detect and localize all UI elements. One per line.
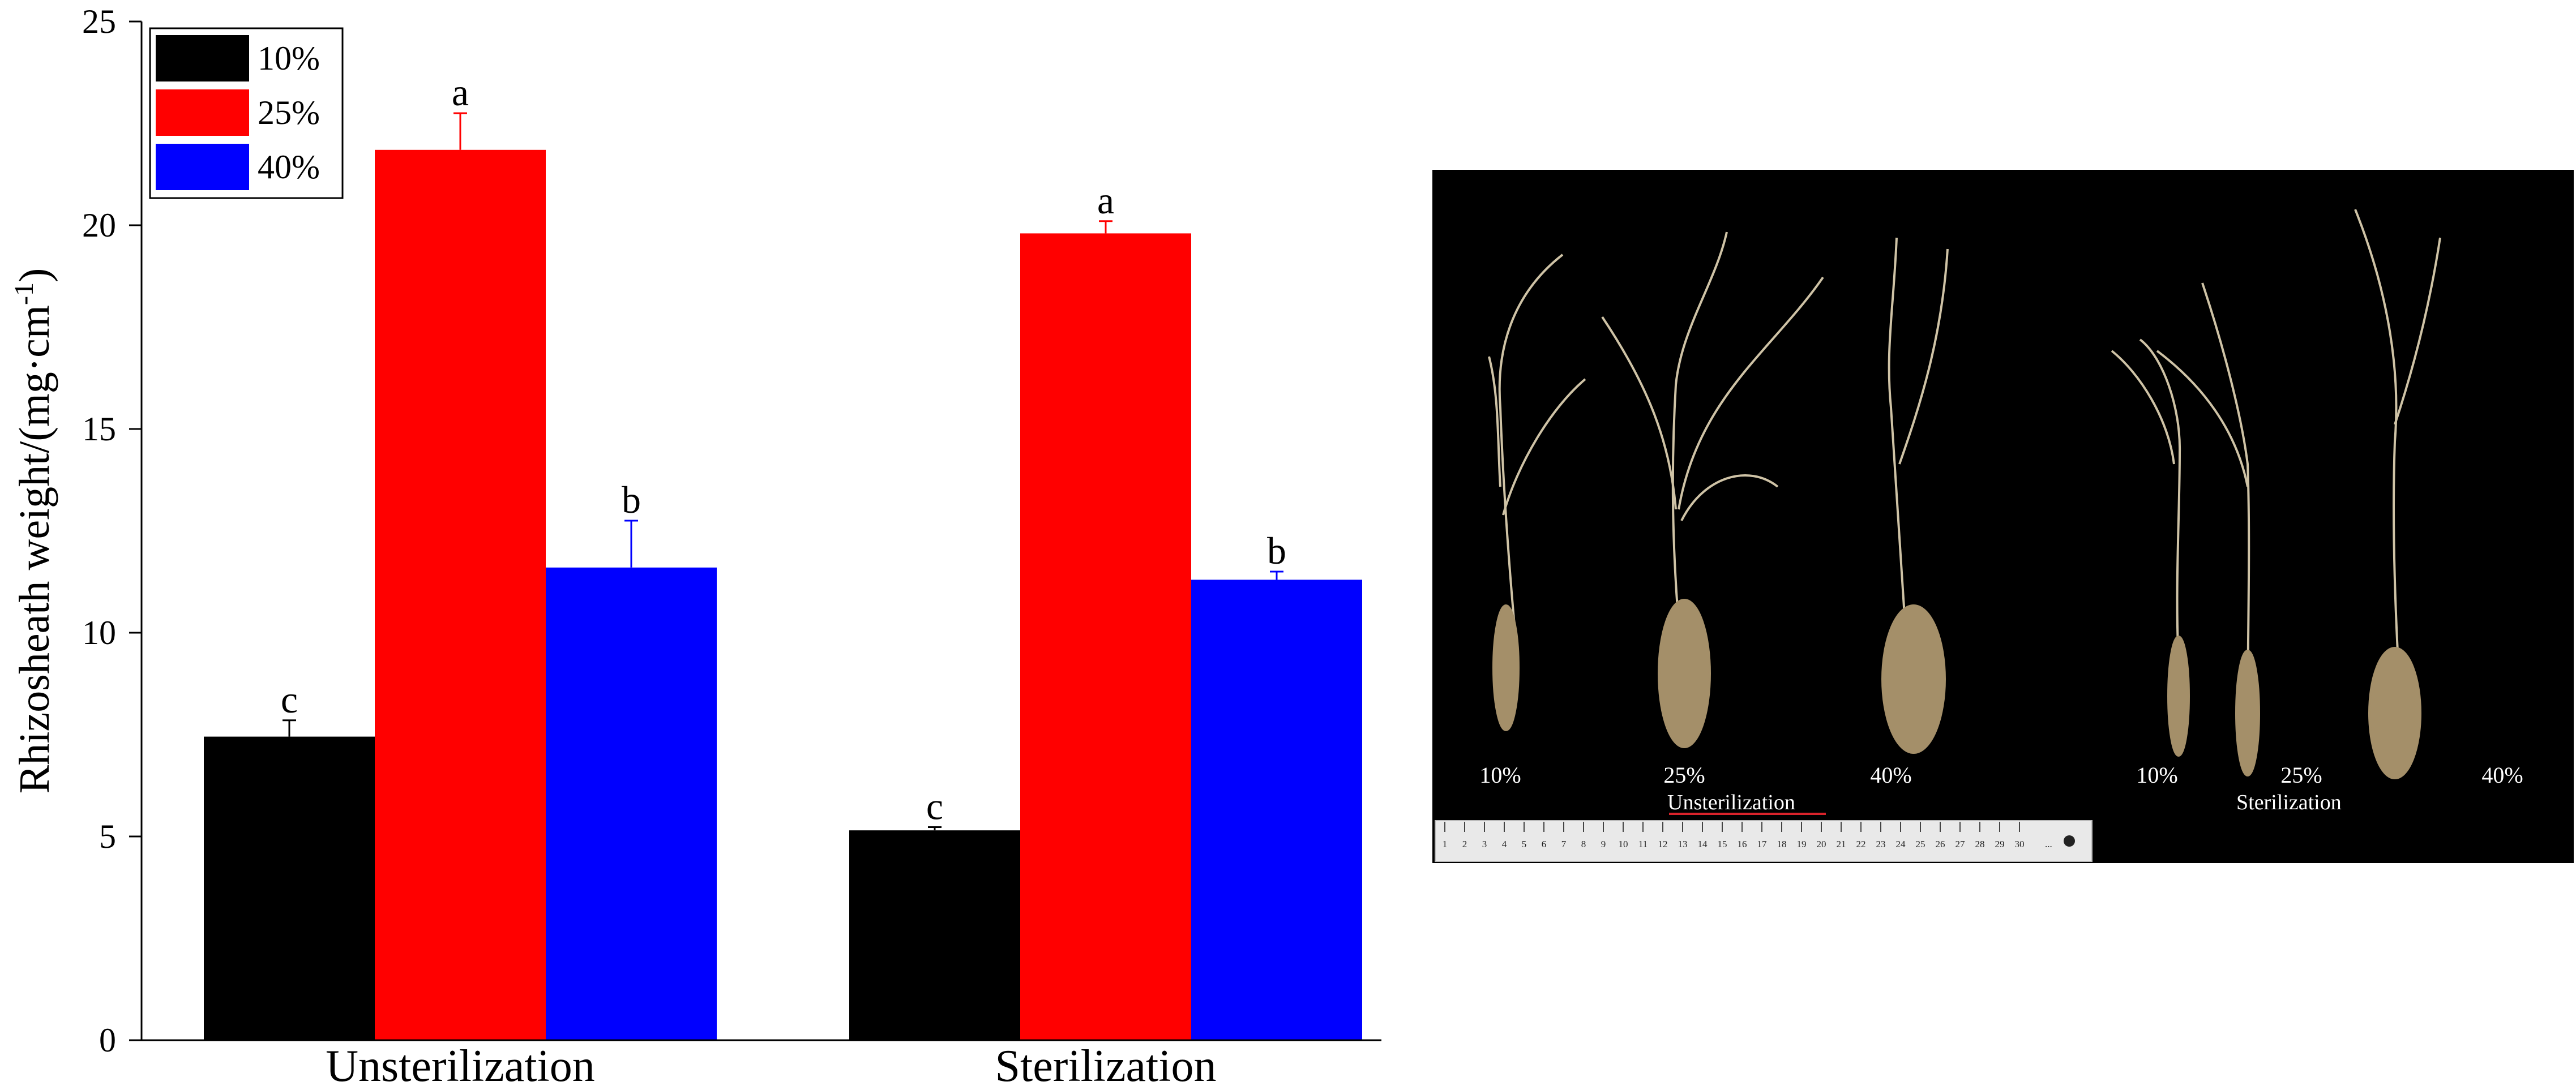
photo-group-label-sterilization: Sterilization xyxy=(2236,791,2342,814)
bar-25pct-1 xyxy=(1020,233,1191,1040)
legend: 10% 25% 40% xyxy=(149,27,344,199)
ruler-number-20: 21 xyxy=(1837,839,1846,849)
ruler-suffix: ... xyxy=(2045,839,2052,849)
bar-40pct-1 xyxy=(1191,580,1362,1040)
photo-label-sterilized-40: 40% xyxy=(2481,762,2523,788)
ruler-number-12: 13 xyxy=(1678,839,1688,849)
bar-25pct-0 xyxy=(375,149,546,1040)
x-category-labels: Unsterilization Sterilization xyxy=(326,1041,1216,1090)
significance-letter-1-1: a xyxy=(1097,179,1114,222)
y-tick-label-4: 20 xyxy=(82,207,116,244)
significance-letter-2-0: b xyxy=(622,478,641,521)
photo-label-unsterilized-10: 10% xyxy=(1479,762,1521,788)
legend-swatch-40 xyxy=(156,144,249,190)
ruler-number-13: 14 xyxy=(1698,839,1708,849)
root-sample-3 xyxy=(1881,237,1949,754)
significance-letter-0-1: c xyxy=(926,784,943,827)
ruler-number-28: 29 xyxy=(1995,839,2005,849)
y-tick-label-3: 15 xyxy=(82,410,116,448)
photo-label-unsterilized-25: 25% xyxy=(1663,762,1705,788)
bar-10pct-0 xyxy=(204,736,375,1040)
ruler: 1 2 3 4 5 6 7 8 9 10 11 12 13 14 15 16 17 18 19 20 21 22 23 24 2… xyxy=(1435,820,2093,862)
ruler-number-11: 12 xyxy=(1658,839,1668,849)
ruler-number-21: 22 xyxy=(1856,839,1866,849)
ruler-number-1: 2 xyxy=(1462,839,1467,849)
ruler-number-2: 3 xyxy=(1482,839,1487,849)
ruler-number-18: 19 xyxy=(1797,839,1807,849)
root-sample-5 xyxy=(2156,282,2260,776)
y-tick-label-1: 5 xyxy=(99,818,116,855)
legend-label-10: 10% xyxy=(258,40,320,77)
significance-letter-1-0: a xyxy=(452,71,469,114)
ruler-number-15: 16 xyxy=(1738,839,1747,849)
ruler-number-8: 9 xyxy=(1601,839,1606,849)
legend-label-40: 40% xyxy=(258,148,320,186)
ruler-number-19: 20 xyxy=(1817,839,1826,849)
y-axis-label-main: Rhizosheath weight/(mg·cm xyxy=(11,305,58,793)
root-sample-2 xyxy=(1601,231,1824,748)
ruler-number-6: 7 xyxy=(1561,839,1567,849)
ruler-number-10: 11 xyxy=(1638,839,1648,849)
ruler-number-16: 17 xyxy=(1757,839,1768,849)
significance-letters-layer: c a b c a b xyxy=(281,71,1286,827)
ruler-number-14: 15 xyxy=(1718,839,1727,849)
ruler-number-23: 24 xyxy=(1896,839,1906,849)
ruler-number-25: 26 xyxy=(1936,839,1945,849)
y-tick-label-2: 10 xyxy=(82,614,116,651)
error-bars-layer xyxy=(283,112,1283,831)
photo-group-label-unsterilization: Unsterilization xyxy=(1667,791,1795,814)
photo-label-sterilized-25: 25% xyxy=(2280,762,2322,788)
y-axis-label-exponent: -1 xyxy=(9,282,39,305)
ruler-number-27: 28 xyxy=(1975,839,1985,849)
y-axis-label: Rhizosheath weight/(mg·cm-1) xyxy=(9,268,58,794)
ruler-hole xyxy=(2064,835,2075,847)
ruler-number-4: 5 xyxy=(1522,839,1527,849)
bar-40pct-0 xyxy=(546,567,717,1040)
bar-10pct-1 xyxy=(849,830,1020,1040)
x-category-label-0: Unsterilization xyxy=(326,1041,594,1090)
legend-swatch-10 xyxy=(156,35,249,81)
ruler-number-0: 1 xyxy=(1443,839,1448,849)
significance-letter-0-0: c xyxy=(281,678,298,721)
y-tick-label-5: 25 xyxy=(82,3,116,40)
ruler-number-3: 4 xyxy=(1502,839,1507,849)
ruler-number-29: 30 xyxy=(2015,839,2025,849)
ruler-number-26: 27 xyxy=(1955,839,1966,849)
ruler-number-22: 23 xyxy=(1876,839,1886,849)
photo-label-unsterilized-40: 40% xyxy=(1870,762,1911,788)
ruler-number-24: 25 xyxy=(1916,839,1925,849)
x-category-label-1: Sterilization xyxy=(995,1041,1216,1090)
ruler-number-9: 10 xyxy=(1619,839,1628,849)
ruler-number-5: 6 xyxy=(1542,839,1547,849)
ruler-body xyxy=(1435,820,2093,862)
significance-letter-2-1: b xyxy=(1267,529,1286,572)
ruler-marks: 1 2 3 4 5 6 7 8 9 10 11 12 13 14 15 16 17 18 19 20 21 22 23 24 2… xyxy=(1443,822,2025,849)
legend-swatch-25 xyxy=(156,89,249,136)
bars-layer xyxy=(204,149,1362,1040)
root-sample-4 xyxy=(2111,338,2190,757)
y-axis-label-close: ) xyxy=(11,268,58,282)
root-sample-6 xyxy=(2354,209,2441,779)
legend-label-25: 25% xyxy=(258,94,320,131)
root-sample-photo: 10% 25% 40% 10% 25% 40% Unsterilization … xyxy=(1432,170,2574,863)
y-ticks-layer: 0 5 10 15 20 25 xyxy=(82,3,142,1059)
ruler-number-7: 8 xyxy=(1581,839,1586,849)
y-tick-label-0: 0 xyxy=(99,1022,116,1059)
ruler-number-17: 18 xyxy=(1777,839,1787,849)
photo-label-sterilized-10: 10% xyxy=(2136,762,2177,788)
bar-chart: c a b c a b 0 5 10 15 20 25 Unsterilization Sterili… xyxy=(9,3,1381,1090)
root-sample-1 xyxy=(1488,254,1586,731)
